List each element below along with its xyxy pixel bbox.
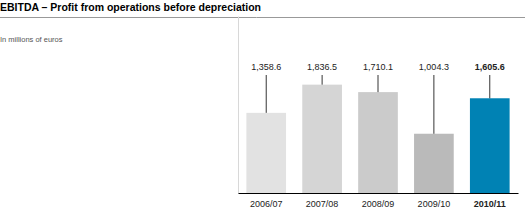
y-axis bbox=[238, 17, 239, 194]
subtitle: In millions of euros bbox=[0, 35, 63, 44]
leader-line bbox=[433, 75, 434, 134]
x-tick: 2007/08 bbox=[306, 193, 339, 209]
x-tick: 2010/11 bbox=[474, 193, 506, 209]
leader-line bbox=[322, 75, 323, 85]
data-label: 1,710.1 bbox=[363, 62, 393, 72]
x-axis-line bbox=[239, 193, 519, 194]
x-tick: 2009/10 bbox=[418, 193, 451, 209]
x-tick: 2008/09 bbox=[362, 193, 395, 209]
title-rule bbox=[0, 17, 525, 18]
x-tick-label: 2010/11 bbox=[474, 199, 506, 209]
data-label: 1,358.6 bbox=[251, 62, 281, 72]
y-axis-line bbox=[238, 17, 239, 194]
x-tick-label: 2006/07 bbox=[250, 199, 283, 209]
x-tick-label: 2009/10 bbox=[418, 199, 451, 209]
bar bbox=[358, 92, 398, 193]
data-labels: 1,358.6 1,836.5 1,710.1 1,004.3 1,605.6 bbox=[251, 62, 505, 134]
bar bbox=[302, 85, 342, 193]
leader-line bbox=[378, 75, 379, 92]
x-axis: 2006/07 2007/08 2008/09 2009/10 2010/11 bbox=[239, 193, 519, 209]
data-label: 1,836.5 bbox=[307, 62, 337, 72]
data-label: 1,605.6 bbox=[475, 62, 505, 72]
leader-line bbox=[489, 75, 490, 98]
x-tick: 2006/07 bbox=[250, 193, 283, 209]
bar bbox=[414, 134, 454, 193]
x-tick-label: 2007/08 bbox=[306, 199, 339, 209]
bar bbox=[246, 113, 286, 193]
title: EBITDA – Profit from operations before d… bbox=[0, 1, 261, 13]
chart: EBITDA – Profit from operations before d… bbox=[0, 0, 525, 219]
bars bbox=[246, 85, 509, 193]
bar bbox=[470, 98, 510, 193]
leader-line bbox=[266, 75, 267, 113]
x-tick-label: 2008/09 bbox=[362, 199, 395, 209]
data-label: 1,004.3 bbox=[419, 62, 449, 72]
